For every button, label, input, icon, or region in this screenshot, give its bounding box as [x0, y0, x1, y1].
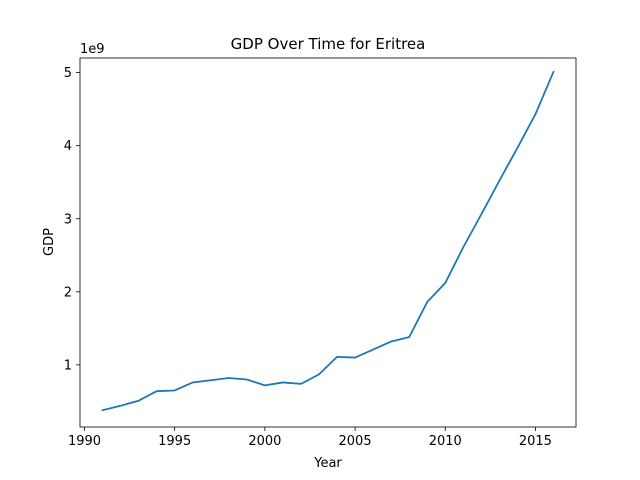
x-axis-title: Year — [313, 456, 342, 471]
plot-area: 1990 1995 2000 2005 2010 2015 1 2 3 4 5 — [64, 66, 555, 449]
y-tick-label: 2 — [64, 285, 72, 300]
y-tick-label: 4 — [64, 139, 72, 154]
y-axis-title: GDP — [42, 228, 57, 256]
x-tick-label: 2015 — [519, 434, 552, 449]
x-tick-label: 2000 — [248, 434, 281, 449]
x-tick-label: 1990 — [68, 434, 101, 449]
y-tick-label: 1 — [64, 358, 72, 373]
x-tick-label: 2005 — [339, 434, 372, 449]
y-offset-label: 1e9 — [80, 42, 105, 57]
x-tick-label: 2010 — [429, 434, 462, 449]
chart-title: GDP Over Time for Eritrea — [231, 35, 426, 53]
y-tick-label: 3 — [64, 212, 72, 227]
y-tick-label: 5 — [64, 66, 72, 81]
axes-frame — [79, 57, 577, 428]
gdp-series-line — [101, 70, 555, 412]
x-tick-label: 1995 — [158, 434, 191, 449]
